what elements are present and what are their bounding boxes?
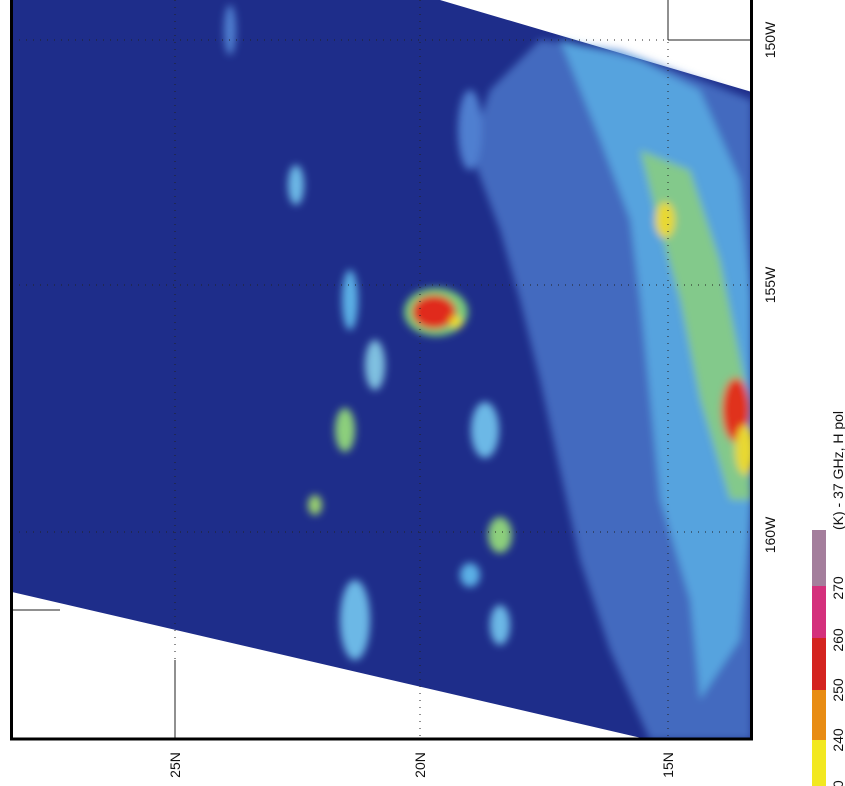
longitude-label: 150W: [762, 21, 778, 58]
colorbar-swatch: [812, 586, 826, 638]
colorbar-label: 230: [830, 780, 845, 786]
longitude-label: 155W: [762, 266, 778, 303]
latitude-label: 20N: [412, 752, 428, 778]
colorbar-label: 270: [830, 576, 845, 600]
colorbar-title: (K) - 37 GHz, H pol: [830, 411, 845, 530]
latitude-label: 25N: [167, 752, 183, 778]
colorbar-swatch: [812, 638, 826, 690]
colorbar: [812, 530, 826, 786]
colorbar-label: 240: [830, 728, 845, 752]
map-figure: 25N 20N 15N 150W 155W 160W 230 240 250 260 270 (K) …: [0, 0, 845, 786]
longitude-label: 160W: [762, 516, 778, 553]
colorbar-label: 250: [830, 678, 845, 702]
latitude-label: 15N: [660, 752, 676, 778]
colorbar-swatch: [812, 740, 826, 786]
colorbar-swatch: [812, 690, 826, 740]
colorbar-swatch: [812, 530, 826, 586]
colorbar-label: 260: [830, 628, 845, 652]
